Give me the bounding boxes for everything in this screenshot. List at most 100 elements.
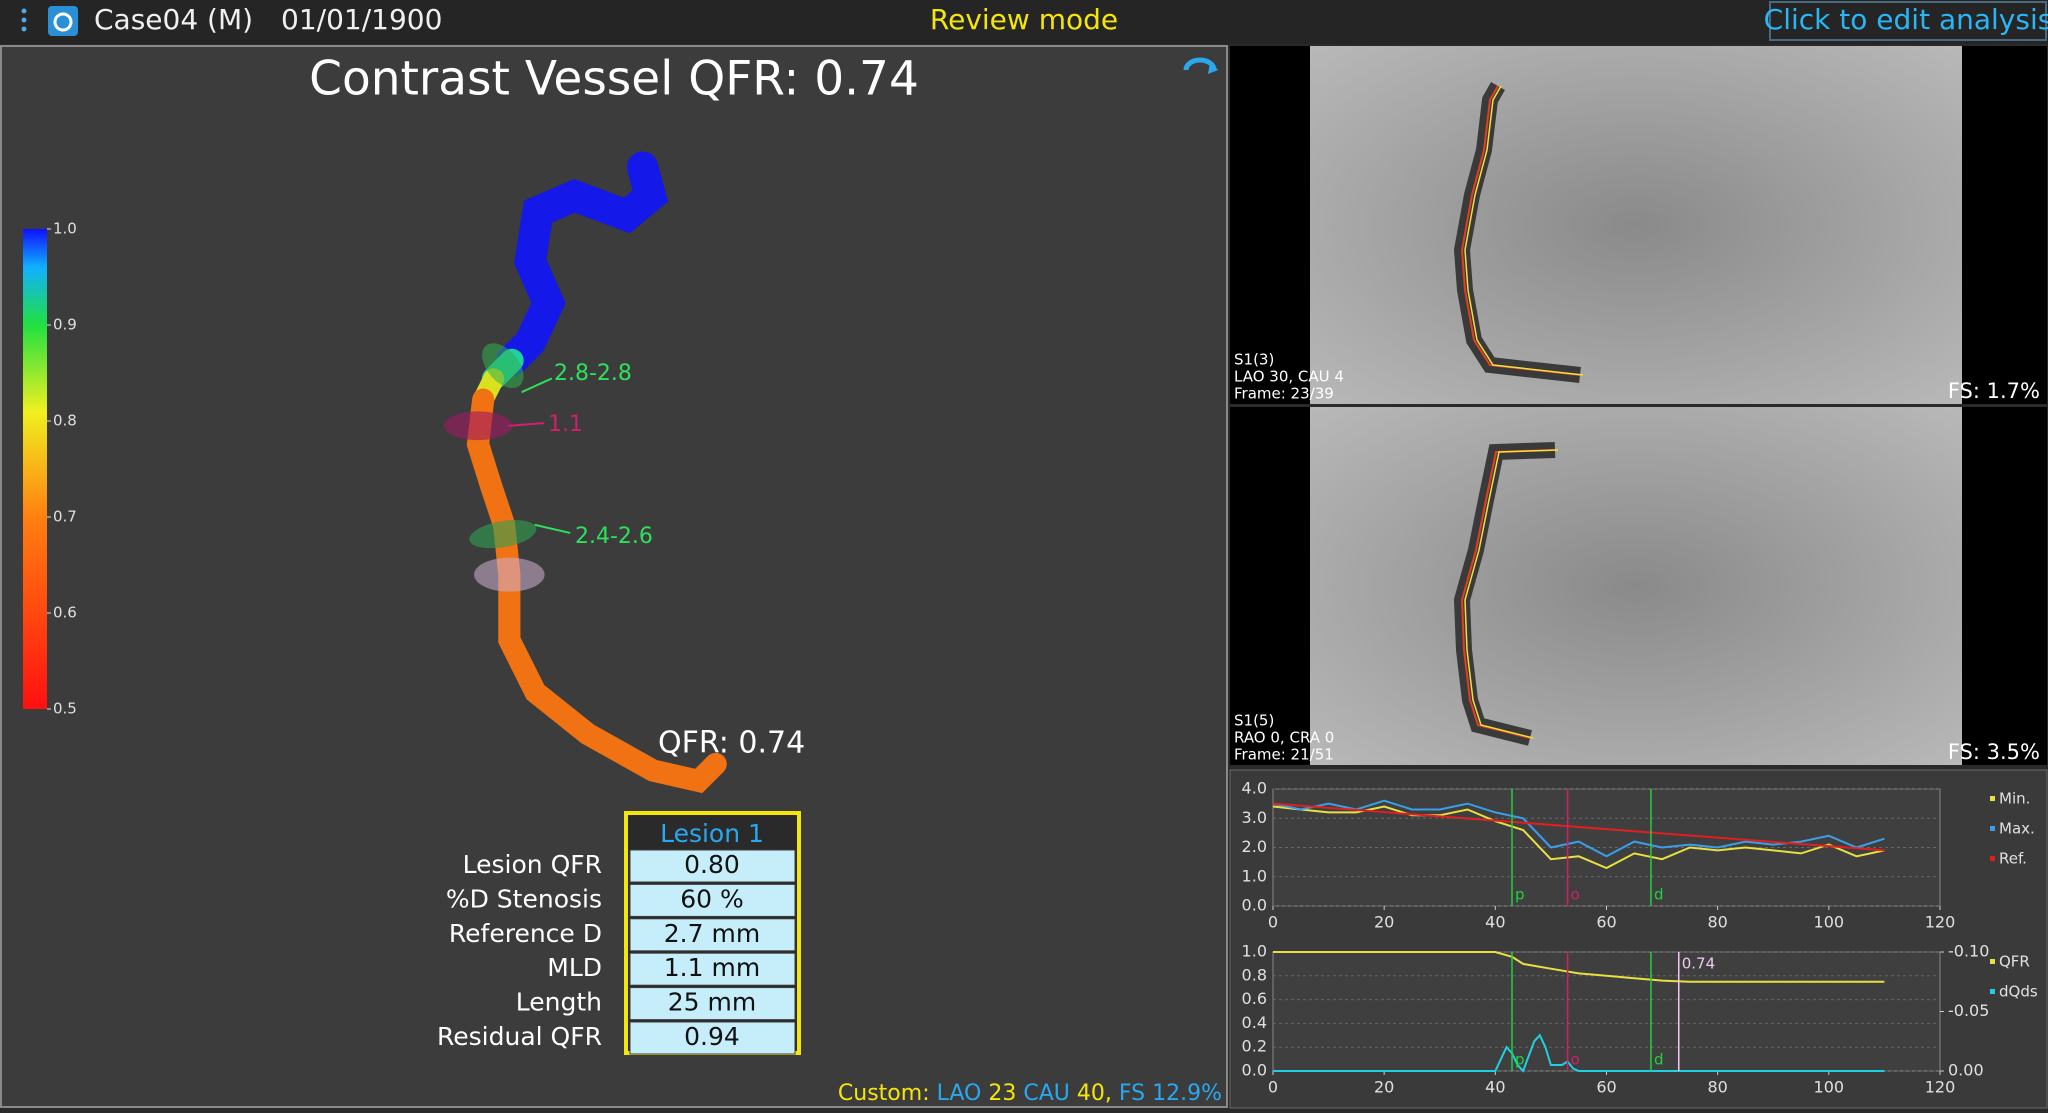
legend-label: Min. — [1999, 790, 2030, 808]
x-tick-label: 100 — [1814, 913, 1845, 932]
view-name: S1(3) — [1234, 351, 1274, 369]
x-tick-label: 20 — [1374, 1078, 1394, 1097]
x-tick-label: 20 — [1374, 913, 1394, 932]
y-tick-label: 0.2 — [1242, 1037, 1267, 1056]
marker-label: o — [1571, 1051, 1580, 1069]
date: 01/01/1900 — [281, 3, 442, 36]
view-fs: FS: 3.5% — [1948, 740, 2040, 764]
mode: Review mode — [930, 3, 1118, 36]
y-tick-label: 3.0 — [1242, 808, 1267, 827]
cell — [629, 987, 796, 1021]
x-tick-label: 120 — [1925, 1078, 1956, 1097]
cell-value: 1.1 mm — [664, 953, 760, 982]
view-info-part: Custom: — [838, 1081, 930, 1106]
y2-tick-label: -0.10 — [1948, 942, 1989, 961]
plot-area — [1272, 951, 1941, 1072]
colorbar-tick-label: 0.6 — [53, 604, 77, 622]
x-tick-label: 60 — [1596, 1078, 1616, 1097]
y-tick-label: 2.0 — [1242, 837, 1267, 856]
vessel-label: 2.8-2.8 — [554, 361, 632, 386]
y-tick-label: 0.0 — [1242, 1061, 1267, 1080]
row-label: Residual QFR — [437, 1022, 602, 1051]
legend-swatch — [1990, 959, 1995, 964]
view-info: Custom: LAO 23 CAU 40, FS 12.9% — [838, 1081, 1222, 1106]
view-fs: FS: 1.7% — [1948, 379, 2040, 403]
cell-value: 2.7 mm — [664, 919, 760, 948]
row-label: Length — [516, 988, 602, 1017]
row-label: Reference D — [449, 919, 602, 948]
vessel-3d — [444, 151, 727, 794]
y-tick-label: 0.0 — [1242, 896, 1267, 915]
view-projection: RAO 0, CRA 0 — [1234, 729, 1334, 747]
vessel-contour — [1460, 449, 1556, 739]
marker-label: d — [1654, 886, 1664, 904]
case-name: Case04 (M) — [94, 3, 253, 36]
row-label: MLD — [547, 953, 602, 982]
marker-label: p — [1515, 886, 1525, 904]
y2-tick-label: -0.05 — [1948, 1001, 1989, 1020]
edit-button[interactable] — [1769, 1, 2047, 41]
qfr-label: QFR: 0.74 — [658, 726, 805, 761]
series-line — [1272, 802, 1885, 852]
y-tick-label: 0.8 — [1242, 965, 1267, 984]
colorbar — [23, 229, 47, 709]
cell-value: 25 mm — [668, 988, 756, 1017]
xray-image — [1310, 46, 1962, 404]
y-tick-label: 1.0 — [1242, 866, 1267, 885]
menu-icon[interactable] — [21, 8, 27, 32]
cell — [629, 918, 796, 952]
x-tick-label: 80 — [1707, 1078, 1727, 1097]
rotate-icon[interactable] — [1183, 57, 1218, 74]
marker-label: p — [1515, 1051, 1525, 1069]
legend-swatch — [1990, 826, 1995, 831]
vessel-centerline — [1464, 449, 1559, 739]
legend-swatch — [1990, 796, 1995, 801]
vessel-centerline — [1464, 85, 1584, 376]
colorbar-tick-label: 0.5 — [53, 700, 77, 718]
legend-label: Max. — [1999, 820, 2035, 838]
colorbar-tick-label: 0.9 — [53, 316, 77, 334]
vessel-contour — [1460, 85, 1581, 376]
xray-image — [1310, 407, 1962, 765]
series-line — [1273, 951, 1885, 983]
cell — [629, 849, 796, 883]
legend-label: dQds — [1999, 983, 2038, 1001]
x-tick-label: 40 — [1485, 913, 1505, 932]
view-info-part: 12.9% — [1152, 1081, 1222, 1106]
top-bar — [0, 0, 2048, 44]
app-icon — [48, 6, 78, 36]
row-label: Lesion QFR — [463, 850, 602, 879]
panel-title: Contrast Vessel QFR: 0.74 — [309, 52, 919, 107]
x-tick-label: 120 — [1925, 913, 1956, 932]
legend-label: QFR — [1999, 953, 2030, 971]
cell-value: 0.94 — [684, 1022, 740, 1051]
y2-tick-label: 0.00 — [1948, 1061, 1984, 1080]
edit-button-label[interactable]: Click to edit analysis — [1764, 3, 2048, 36]
x-tick-label: 0 — [1268, 1078, 1278, 1097]
colorbar-tick-label: 1.0 — [53, 220, 77, 238]
view-projection: LAO 30, CAU 4 — [1234, 368, 1344, 386]
x-tick-label: 60 — [1596, 913, 1616, 932]
cell-value: 0.80 — [684, 850, 740, 879]
cell — [629, 883, 796, 917]
y-tick-label: 1.0 — [1242, 942, 1267, 961]
plot-area — [1272, 788, 1941, 907]
view-info-part: FS — [1119, 1081, 1145, 1106]
legend-swatch — [1990, 989, 1995, 994]
legend-swatch — [1990, 856, 1995, 861]
view-info-part: CAU — [1023, 1081, 1070, 1106]
lesion-header: Lesion 1 — [660, 819, 764, 848]
marker-label: o — [1571, 886, 1580, 904]
cell-value: 60 % — [680, 884, 744, 913]
series-line — [1273, 1033, 1885, 1073]
row-label: %D Stenosis — [446, 884, 602, 913]
x-tick-label: 40 — [1485, 1078, 1505, 1097]
x-tick-label: 0 — [1268, 913, 1278, 932]
view-frame: Frame: 21/51 — [1234, 746, 1334, 764]
colorbar-tick-label: 0.7 — [53, 508, 77, 526]
vessel-label: 2.4-2.6 — [575, 524, 653, 549]
